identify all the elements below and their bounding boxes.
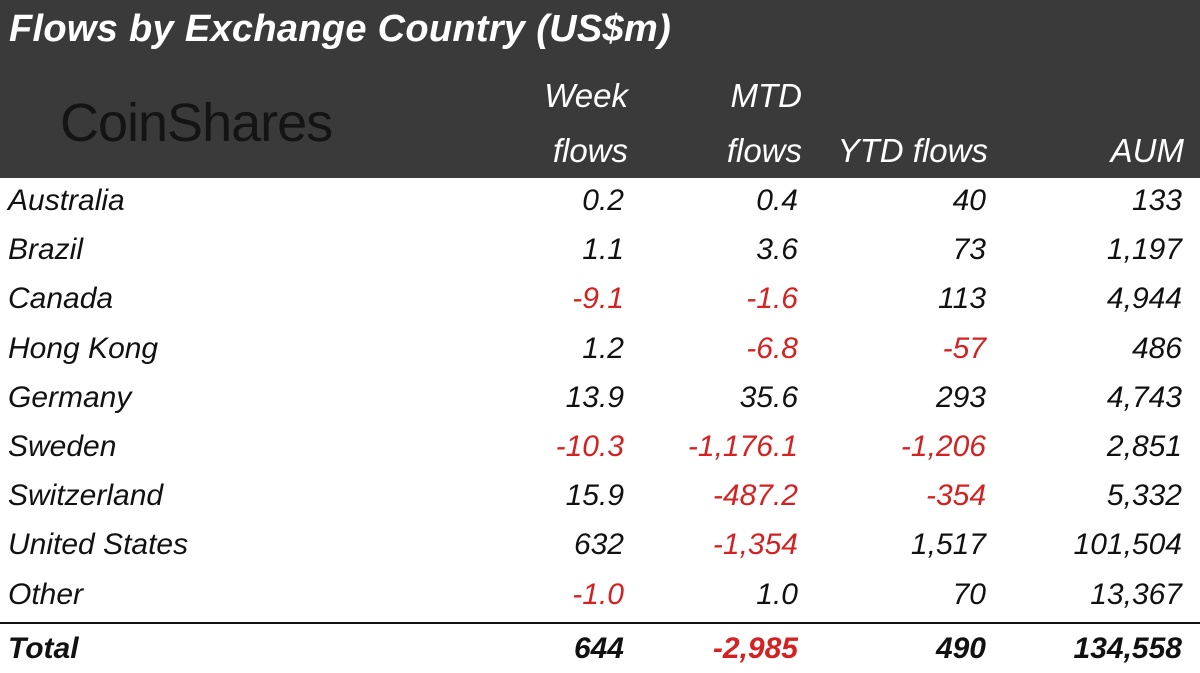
ytd-cell: -57	[942, 331, 986, 365]
col-week-label-1: Week	[544, 77, 628, 114]
col-aum-label: AUM	[1110, 132, 1184, 169]
col-ytd-label: YTD flows	[837, 132, 988, 169]
mtd-cell: -487.2	[712, 479, 798, 513]
aum-cell: 134,558	[1073, 632, 1182, 665]
table-row: Germany 13.9 35.6 293 4,743	[0, 375, 1200, 424]
col-mtd-label-1: MTD	[730, 77, 802, 114]
ytd-cell: 73	[952, 233, 986, 267]
table-row: Hong Kong 1.2 -6.8 -57 486	[0, 326, 1200, 375]
aum-cell: 2,851	[1106, 430, 1182, 463]
table-title: Flows by Exchange Country (US$m)	[9, 8, 672, 50]
table-row: Other -1.0 1.0 70 13,367	[0, 572, 1200, 621]
mtd-cell: 1.0	[756, 577, 798, 611]
mtd-cell: 0.4	[756, 184, 798, 217]
table-row: Sweden -10.3 -1,176.1 -1,206 2,851	[0, 424, 1200, 473]
week-cell: -9.1	[572, 282, 624, 316]
ytd-cell: 1,517	[910, 528, 986, 562]
total-row: Total 644 -2,985 490 134,558	[0, 624, 1200, 673]
mtd-cell: -1.6	[746, 282, 798, 316]
mtd-cell: -1,354	[712, 528, 798, 562]
mtd-cell: 3.6	[756, 233, 798, 267]
country-cell: Canada	[8, 282, 114, 316]
table-row: Switzerland 15.9 -487.2 -354 5,332	[0, 473, 1200, 522]
ytd-cell: 490	[935, 632, 986, 665]
table-row: Canada -9.1 -1.6 113 4,944	[0, 276, 1200, 325]
week-cell: 0.2	[582, 184, 624, 217]
country-cell: Sweden	[8, 430, 117, 463]
week-cell: 644	[573, 632, 624, 665]
country-cell: Australia	[8, 184, 125, 217]
table-row: United States 632 -1,354 1,517 101,504	[0, 522, 1200, 571]
aum-cell: 4,944	[1106, 282, 1182, 316]
country-cell: Other	[8, 577, 84, 611]
country-cell: United States	[8, 528, 189, 562]
aum-cell: 13,367	[1090, 577, 1182, 611]
ytd-cell: 40	[952, 184, 986, 217]
week-cell: 1.1	[582, 233, 624, 267]
country-cell: Switzerland	[8, 479, 164, 513]
country-cell: Germany	[8, 380, 132, 414]
aum-cell: 5,332	[1106, 479, 1182, 513]
ytd-cell: -1,206	[900, 430, 986, 463]
week-cell: 632	[573, 528, 624, 562]
table-header: Flows by Exchange Country (US$m) CoinSha…	[0, 0, 1200, 178]
aum-cell: 4,743	[1106, 380, 1182, 414]
ytd-cell: 293	[935, 380, 986, 414]
country-cell: Hong Kong	[8, 331, 159, 365]
ytd-cell: 113	[938, 282, 986, 316]
week-cell: -10.3	[555, 430, 624, 463]
mtd-cell: -1,176.1	[687, 430, 798, 463]
total-label: Total	[8, 632, 79, 665]
aum-cell: 133	[1131, 184, 1182, 217]
week-cell: 15.9	[565, 479, 624, 513]
mtd-cell: 35.6	[739, 380, 798, 414]
mtd-cell: -2,985	[712, 632, 798, 665]
week-cell: 1.2	[582, 331, 624, 365]
country-cell: Brazil	[8, 233, 84, 267]
week-cell: 13.9	[565, 380, 624, 414]
col-mtd-label-2: flows	[726, 132, 802, 169]
ytd-cell: 70	[952, 577, 986, 611]
aum-cell: 486	[1131, 331, 1182, 365]
mtd-cell: -6.8	[746, 331, 798, 365]
col-week-label-2: flows	[552, 132, 628, 169]
aum-cell: 101,504	[1073, 528, 1182, 562]
table-row: Australia 0.2 0.4 40 133	[0, 178, 1200, 227]
week-cell: -1.0	[572, 577, 624, 611]
total-divider	[0, 622, 1200, 624]
coinshares-logo: CoinShares	[60, 93, 333, 153]
ytd-cell: -354	[925, 479, 986, 513]
table-row: Brazil 1.1 3.6 73 1,197	[0, 227, 1200, 276]
aum-cell: 1,197	[1106, 233, 1182, 267]
